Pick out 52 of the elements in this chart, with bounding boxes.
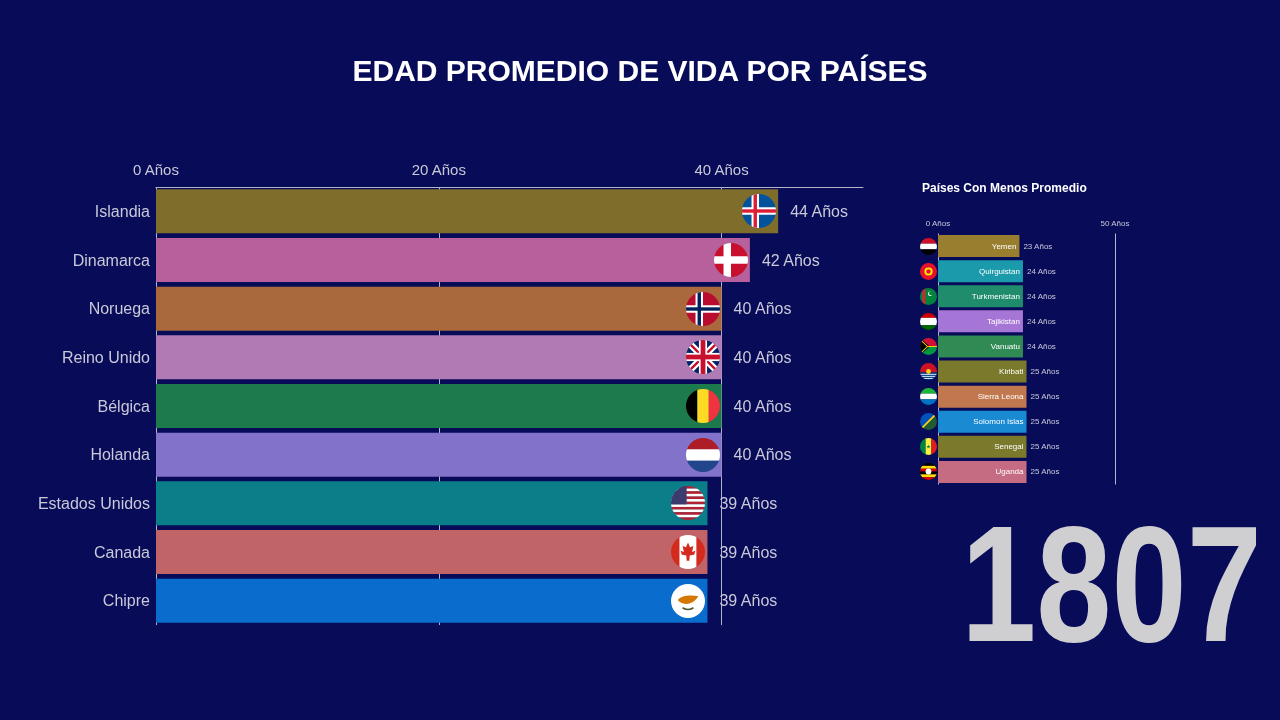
- bar: [156, 432, 722, 477]
- y-tick-label: Sierra Leona: [977, 392, 1025, 402]
- data-label: 23 Años: [1023, 241, 1053, 251]
- y-tick-label: Noruega: [88, 300, 151, 318]
- data-label: 42 Años: [761, 251, 820, 269]
- y-tick-label: Holanda: [90, 446, 151, 464]
- bar: [156, 384, 722, 428]
- x-tick-label: 40 Años: [694, 161, 749, 178]
- data-label: 40 Años: [733, 348, 792, 366]
- data-label: 25 Años: [1030, 367, 1060, 377]
- bar: [156, 530, 708, 574]
- chart-title: Países Con Menos Promedio: [922, 181, 1087, 195]
- y-tick-label: Dinamarca: [72, 251, 151, 269]
- y-tick-label: Estados Unidos: [37, 494, 150, 512]
- bar: [156, 238, 750, 282]
- y-tick-label: Yemen: [991, 241, 1017, 251]
- y-tick-label: Turkmenistan: [971, 291, 1020, 301]
- text: 1807: [961, 491, 1262, 677]
- data-label: 40 Años: [733, 300, 792, 318]
- data-label: 24 Años: [1026, 291, 1056, 301]
- y-tick-label: Islandia: [94, 202, 151, 220]
- y-tick-label: Senegal: [994, 442, 1024, 452]
- data-label: 25 Años: [1030, 392, 1060, 402]
- data-label: 24 Años: [1026, 266, 1056, 276]
- data-label: 25 Años: [1030, 467, 1060, 477]
- y-tick-label: Uganda: [995, 467, 1025, 477]
- bar: [156, 578, 708, 623]
- y-tick-label: Canada: [93, 543, 151, 561]
- data-label: 40 Años: [733, 397, 792, 415]
- y-tick-label: Quirguistan: [979, 266, 1020, 276]
- y-tick-label: Reino Unido: [61, 348, 151, 366]
- y-tick-label: Bélgica: [97, 397, 151, 415]
- bar: [156, 189, 779, 234]
- data-label: 40 Años: [733, 446, 792, 464]
- data-label: 44 Años: [790, 202, 848, 220]
- data-label: 24 Años: [1026, 341, 1056, 351]
- x-tick-label: 0 Años: [925, 219, 951, 228]
- y-tick-label: Kiribati: [999, 367, 1024, 377]
- y-tick-label: Tajikistan: [987, 316, 1020, 326]
- x-tick-label: 0 Años: [133, 161, 179, 178]
- bar: [156, 335, 722, 380]
- bar: [156, 286, 722, 331]
- y-tick-label: Vanuatu: [990, 341, 1020, 351]
- y-tick-label: Solomon Islas: [973, 417, 1024, 427]
- x-tick-label: 50 Años: [1100, 219, 1130, 228]
- y-tick-label: Chipre: [102, 592, 151, 610]
- chart-title: EDAD PROMEDIO DE VIDA POR PAÍSES: [352, 53, 928, 87]
- x-tick-label: 20 Años: [411, 161, 466, 178]
- data-label: 25 Años: [1030, 417, 1060, 427]
- data-label: 24 Años: [1026, 316, 1056, 326]
- bar: [156, 481, 708, 526]
- data-label: 25 Años: [1030, 442, 1060, 452]
